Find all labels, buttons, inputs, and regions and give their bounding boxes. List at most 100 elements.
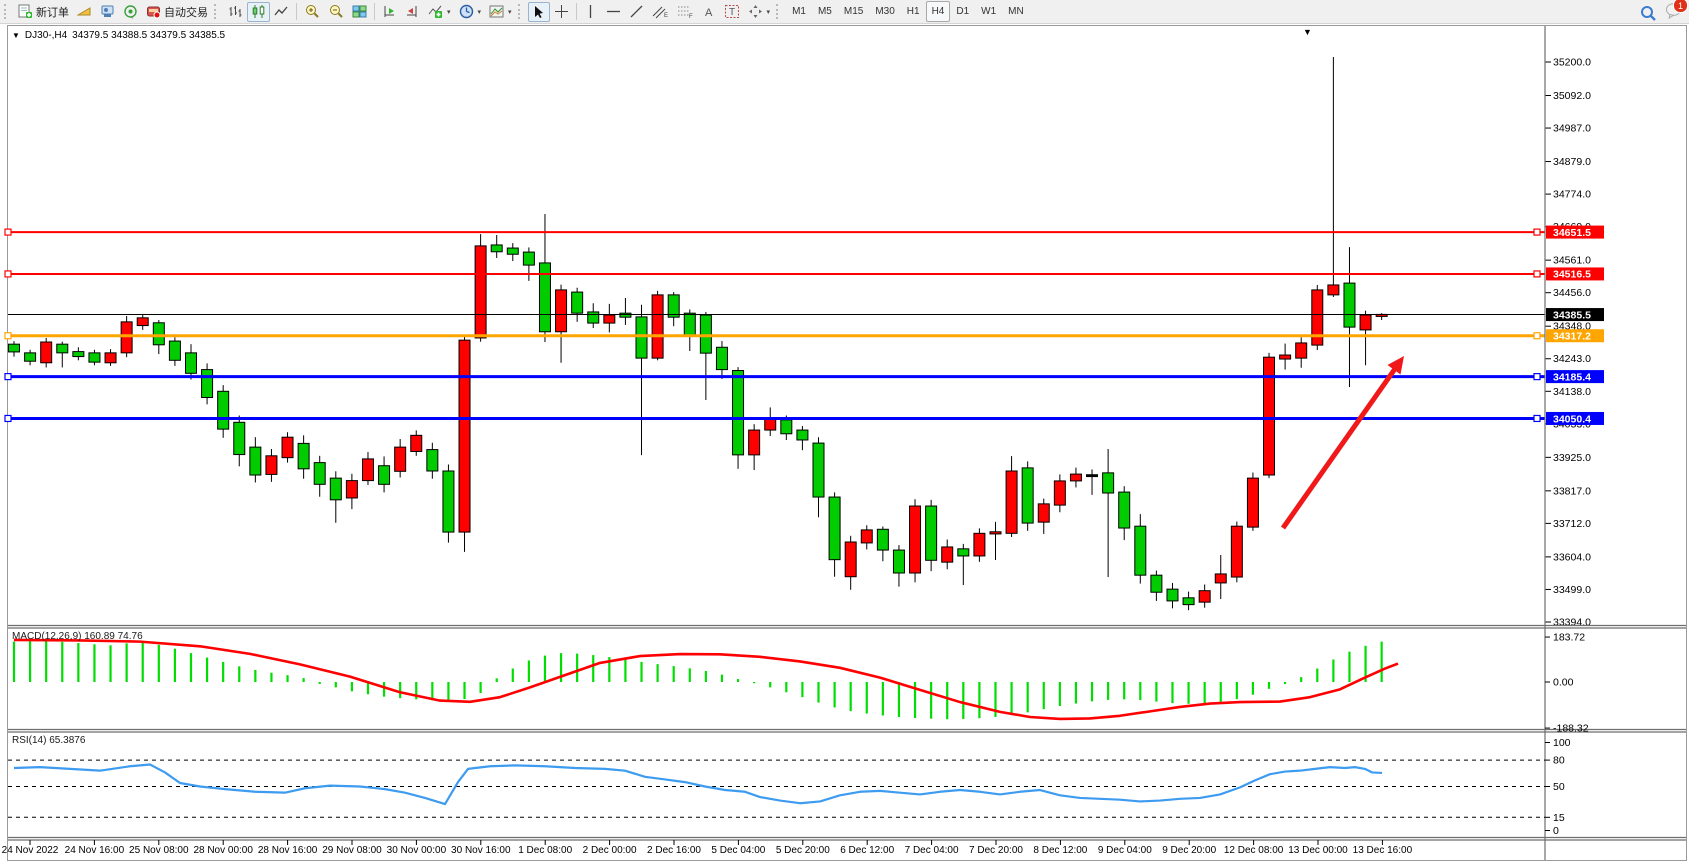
svg-text:33499.0: 33499.0	[1553, 584, 1591, 596]
channel-icon: E	[652, 6, 668, 19]
arrows-button[interactable]: ▾	[744, 2, 775, 22]
svg-text:35200.0: 35200.0	[1553, 57, 1591, 69]
svg-text:33712.0: 33712.0	[1553, 518, 1591, 530]
zoom-in-icon	[306, 4, 319, 18]
wedge-icon	[77, 7, 91, 16]
candlestick-chart-button[interactable]	[247, 1, 270, 22]
timeframe-h1-button[interactable]: H1	[906, 6, 920, 17]
zoom-out-icon	[330, 4, 343, 18]
indicators-button[interactable]: ▾	[424, 2, 455, 22]
timeframe-m15-button[interactable]: M15	[843, 6, 864, 17]
zoom-in-button[interactable]	[300, 2, 324, 22]
horizontal-line-button[interactable]	[602, 2, 625, 22]
cursor-icon	[534, 5, 543, 18]
notifications-button[interactable]: 1	[1665, 0, 1688, 24]
svg-text:8 Dec 12:00: 8 Dec 12:00	[1033, 845, 1087, 856]
crosshair-button[interactable]	[550, 2, 573, 22]
indicators-caret-icon: ▾	[447, 8, 451, 16]
toolbar-separator-3	[575, 3, 577, 20]
chart-menu-caret[interactable]: ▼	[1303, 27, 1312, 37]
toolbar-separator-2	[374, 3, 375, 20]
svg-text:A: A	[705, 7, 713, 19]
timeframe-d1-button[interactable]: D1	[956, 6, 970, 17]
timeframe-m30-button[interactable]: M30	[875, 6, 895, 17]
svg-text:6 Dec 12:00: 6 Dec 12:00	[840, 845, 894, 856]
svg-text:34987.0: 34987.0	[1553, 123, 1591, 135]
cursor-button[interactable]	[527, 1, 550, 22]
new-order-label: 新订单	[36, 6, 69, 19]
bar-chart-button[interactable]	[224, 2, 247, 22]
svg-text:34774.0: 34774.0	[1553, 189, 1591, 201]
line-chart-button[interactable]	[270, 2, 293, 22]
periods-caret-icon: ▾	[477, 8, 482, 16]
horizontal-line-icon	[606, 10, 620, 13]
toolbar-grip-3[interactable]	[517, 4, 525, 19]
templates-button[interactable]: ▾	[485, 2, 516, 22]
auto-trading-button[interactable]: 自动交易	[142, 2, 212, 22]
search-icon[interactable]	[1640, 5, 1657, 22]
chart-dropdown-icon[interactable]: ▼	[12, 31, 20, 40]
new-order-icon	[18, 4, 32, 18]
timeframe-buttons: M1 M5 M15 M30 H1 H4 D1 W1 MN	[786, 1, 1030, 22]
terminal-icon	[101, 5, 114, 17]
equidistant-channel-button[interactable]: E	[648, 2, 673, 22]
svg-text:34138.0: 34138.0	[1553, 386, 1591, 398]
toolbar-grip[interactable]	[4, 4, 11, 19]
text-button[interactable]: A	[698, 2, 720, 22]
notification-badge: 1	[1673, 0, 1688, 13]
timeframe-w1-button[interactable]: W1	[981, 6, 997, 17]
signals-icon	[124, 5, 137, 19]
timeframe-h4-button[interactable]: H4	[925, 1, 951, 22]
trendline-button[interactable]	[625, 2, 648, 22]
svg-text:34561.0: 34561.0	[1553, 255, 1591, 267]
crosshair-icon	[554, 5, 568, 18]
svg-text:25 Nov 08:00: 25 Nov 08:00	[129, 845, 189, 856]
svg-text:34385.5: 34385.5	[1553, 309, 1591, 321]
toolbar-grip-4[interactable]	[776, 4, 783, 19]
terminal-button[interactable]	[96, 2, 119, 22]
tile-windows-button[interactable]	[348, 2, 371, 22]
svg-text:34185.4: 34185.4	[1553, 371, 1591, 383]
fibonacci-button[interactable]: F	[673, 2, 698, 22]
vertical-line-icon	[589, 5, 592, 18]
indicators-add-icon	[428, 5, 442, 18]
svg-text:12 Dec 08:00: 12 Dec 08:00	[1224, 845, 1284, 856]
text-icon: A	[705, 7, 713, 19]
svg-text:33925.0: 33925.0	[1553, 452, 1591, 464]
clock-icon	[459, 4, 473, 19]
timeframe-m1-button[interactable]: M1	[792, 6, 806, 17]
new-order-button[interactable]: 新订单	[14, 2, 73, 22]
svg-text:28 Nov 00:00: 28 Nov 00:00	[193, 845, 253, 856]
chart-title-bar: ▼ DJ30-,H4 34379.5 34388.5 34379.5 34385…	[12, 30, 225, 41]
svg-text:30 Nov 16:00: 30 Nov 16:00	[451, 845, 511, 856]
svg-text:28 Nov 16:00: 28 Nov 16:00	[258, 845, 318, 856]
auto-scroll-button[interactable]	[378, 2, 401, 22]
market-depth-button[interactable]	[73, 2, 96, 22]
timeframe-mn-button[interactable]: MN	[1008, 6, 1024, 17]
svg-text:13 Dec 16:00: 13 Dec 16:00	[1353, 845, 1413, 856]
svg-text:34317.2: 34317.2	[1553, 331, 1591, 343]
timeframe-m5-button[interactable]: M5	[817, 6, 832, 17]
svg-text:34651.5: 34651.5	[1553, 227, 1591, 239]
chart-canvas[interactable]: 35200.035092.034987.034879.034774.034669…	[0, 25, 1689, 862]
svg-text:183.72: 183.72	[1553, 632, 1585, 644]
zoom-out-button[interactable]	[324, 2, 348, 22]
svg-text:7 Dec 20:00: 7 Dec 20:00	[969, 845, 1023, 856]
rsi-indicator-label: RSI(14) 65.3876	[12, 735, 86, 746]
toolbar-grip-2[interactable]	[214, 4, 221, 19]
chart-shift-button[interactable]	[401, 2, 424, 22]
vertical-line-button[interactable]	[580, 2, 602, 22]
autotrading-icon	[147, 6, 161, 19]
main-toolbar: 新订单 自动交易	[0, 0, 1689, 24]
signals-button[interactable]	[119, 2, 142, 22]
svg-text:0: 0	[1553, 825, 1559, 837]
periods-button[interactable]: ▾	[455, 2, 486, 22]
trendline-icon	[630, 5, 643, 18]
tile-windows-icon	[352, 5, 367, 18]
svg-text:29 Nov 08:00: 29 Nov 08:00	[322, 845, 382, 856]
text-label-button[interactable]: T	[720, 2, 744, 22]
svg-text:9 Dec 20:00: 9 Dec 20:00	[1162, 845, 1216, 856]
svg-text:0.00: 0.00	[1553, 677, 1574, 689]
fibonacci-icon: F	[677, 6, 693, 19]
svg-text:T: T	[729, 7, 735, 18]
